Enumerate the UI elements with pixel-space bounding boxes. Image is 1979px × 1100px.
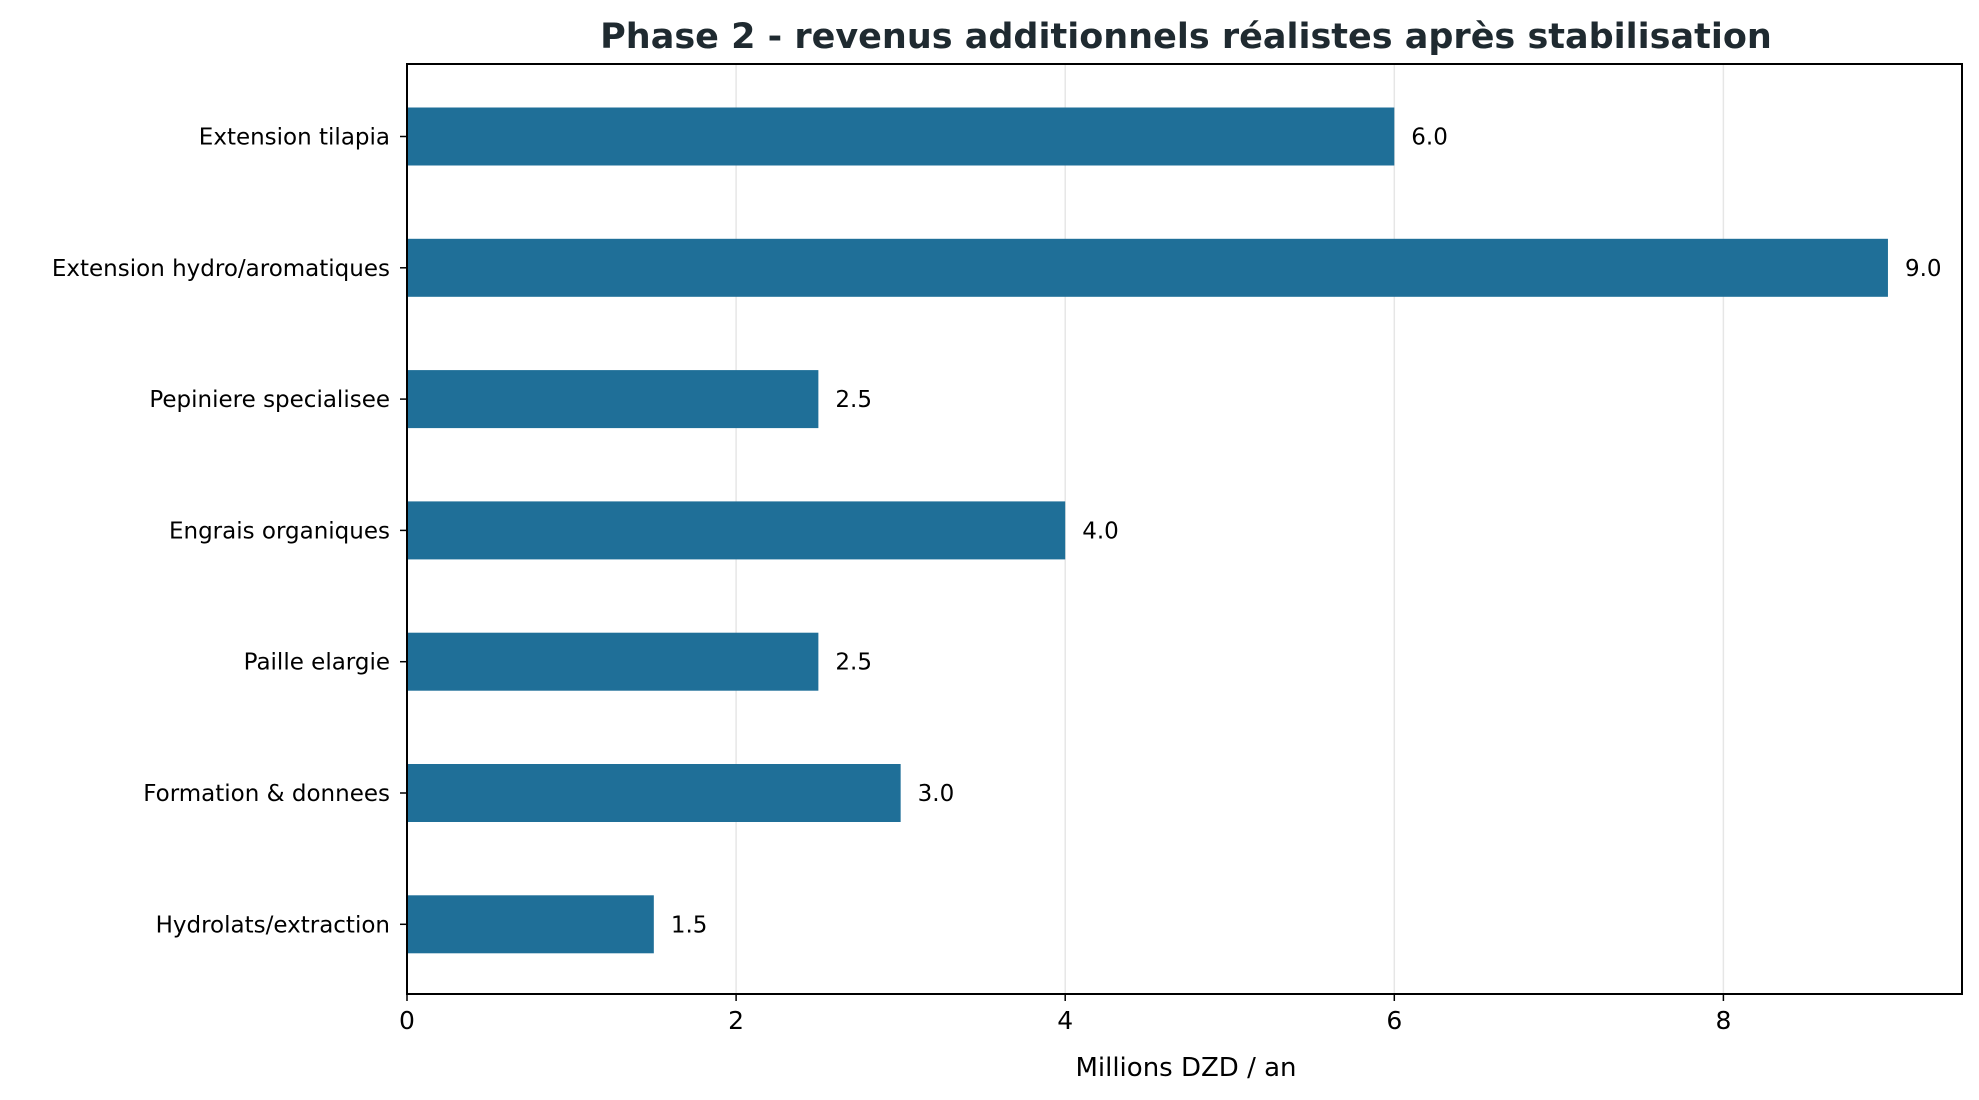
bar-4	[407, 632, 819, 691]
bar-5	[407, 764, 901, 822]
category-label-1: Extension hydro/aromatiques	[52, 256, 390, 282]
value-label-6: 1.5	[671, 912, 708, 938]
bar-6	[407, 895, 654, 954]
chart-title: Phase 2 - revenus additionnels réalistes…	[600, 17, 1772, 57]
x-tick-label-0: 0	[399, 1006, 415, 1035]
value-label-2: 2.5	[835, 387, 872, 413]
category-label-4: Paille elargie	[244, 650, 390, 676]
x-tick-label-6: 6	[1386, 1006, 1402, 1035]
bar-0	[407, 107, 1395, 166]
value-label-5: 3.0	[918, 781, 955, 807]
axes-layer: 0 2 4 6 8	[399, 63, 1963, 1035]
bar-1	[407, 238, 1888, 297]
x-tick-label-8: 8	[1715, 1006, 1731, 1035]
category-label-2: Pepiniere specialisee	[149, 387, 390, 413]
value-label-1: 9.0	[1905, 256, 1942, 282]
x-axis-title: Millions DZD / an	[1075, 1053, 1296, 1083]
bars-layer	[407, 107, 1888, 954]
plot-frame	[406, 63, 1963, 995]
value-label-4: 2.5	[835, 650, 872, 676]
value-label-3: 4.0	[1082, 518, 1119, 544]
bar-3	[407, 501, 1066, 560]
category-label-6: Hydrolats/extraction	[156, 912, 390, 938]
labels-layer: Extension tilapia 6.0 Extension hydro/arom…	[52, 125, 1942, 939]
category-label-0: Extension tilapia	[199, 125, 390, 151]
bar-2	[407, 370, 819, 429]
category-label-5: Formation & donnees	[143, 781, 390, 807]
x-tick-label-4: 4	[1057, 1006, 1073, 1035]
x-tick-label-2: 2	[728, 1006, 744, 1035]
category-label-3: Engrais organiques	[169, 518, 390, 544]
value-label-0: 6.0	[1411, 125, 1448, 151]
